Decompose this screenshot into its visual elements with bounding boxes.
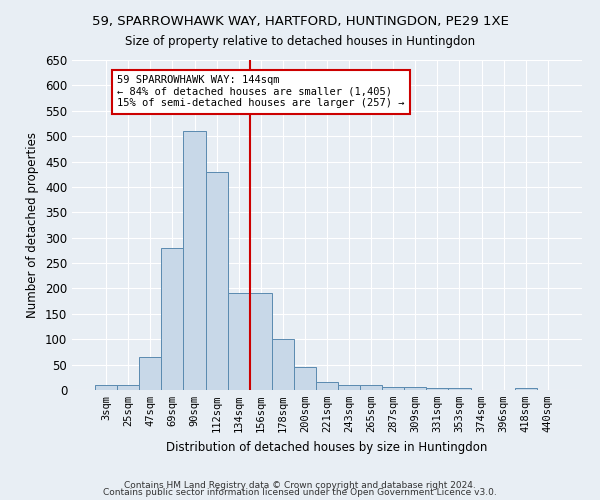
Bar [161,248,184,390]
Text: Contains HM Land Registry data © Crown copyright and database right 2024.: Contains HM Land Registry data © Crown c… [124,480,476,490]
Bar [427,388,448,390]
X-axis label: Distribution of detached houses by size in Huntingdon: Distribution of detached houses by size … [166,440,488,454]
Text: Size of property relative to detached houses in Huntingdon: Size of property relative to detached ho… [125,35,475,48]
Bar [360,385,382,390]
Bar [184,131,206,390]
Bar [448,388,470,390]
Bar [206,172,227,390]
Bar [95,385,117,390]
Text: 59 SPARROWHAWK WAY: 144sqm
← 84% of detached houses are smaller (1,405)
15% of s: 59 SPARROWHAWK WAY: 144sqm ← 84% of deta… [117,75,405,108]
Bar [139,357,161,390]
Text: Contains public sector information licensed under the Open Government Licence v3: Contains public sector information licen… [103,488,497,497]
Bar [272,339,294,390]
Bar [404,388,427,390]
Bar [338,385,360,390]
Bar [250,292,272,390]
Bar [117,385,139,390]
Bar [294,366,316,390]
Y-axis label: Number of detached properties: Number of detached properties [26,132,40,318]
Bar [227,292,250,390]
Bar [382,388,404,390]
Bar [515,388,537,390]
Bar [316,382,338,390]
Text: 59, SPARROWHAWK WAY, HARTFORD, HUNTINGDON, PE29 1XE: 59, SPARROWHAWK WAY, HARTFORD, HUNTINGDO… [92,15,508,28]
